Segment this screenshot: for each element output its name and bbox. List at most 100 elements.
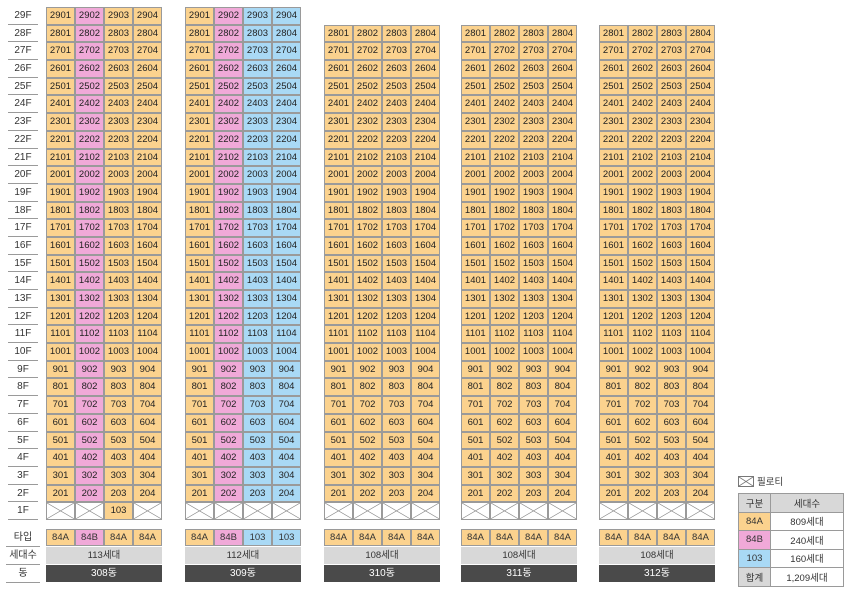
unit-cell: 1203 [382, 307, 411, 326]
unit-cell: 1604 [686, 236, 715, 255]
unit-cell: 2802 [353, 24, 382, 43]
unit-cell: 1704 [686, 219, 715, 237]
unit-cell: 2301 [324, 113, 353, 131]
legend-row: 84B 240세대 [738, 530, 845, 550]
unit-cell: 2302 [214, 113, 243, 131]
unit-cell: 404 [272, 449, 301, 467]
unit-cell: 2103 [104, 148, 133, 167]
unit-cell: 2802 [75, 24, 104, 43]
floor-label: 5F [8, 432, 38, 450]
unit-cell: 2802 [490, 24, 519, 43]
unit-cell: 1304 [686, 290, 715, 308]
floor-label: 8F [8, 378, 38, 397]
floor-label: 28F [8, 25, 38, 43]
unit-cell: 2001 [185, 166, 214, 184]
unit-cell: 804 [272, 378, 301, 397]
piloti-cell [75, 502, 104, 520]
unit-cell: 2404 [411, 95, 440, 114]
unit-cell: 902 [628, 360, 657, 379]
unit-cell: 1903 [104, 183, 133, 202]
type-cell: 84A [382, 529, 411, 546]
unit-cell: 303 [243, 466, 272, 485]
unit-cell: 2703 [104, 42, 133, 61]
unit-cell: 404 [133, 449, 162, 467]
unit-cell: 1702 [214, 219, 243, 237]
piloti-cell [243, 502, 272, 520]
unit-cell: 902 [353, 360, 382, 379]
unit-cell: 701 [461, 396, 490, 414]
unit-cell: 1603 [104, 236, 133, 255]
unit-cell: 1303 [382, 290, 411, 308]
unit-cell: 2302 [75, 113, 104, 131]
unit-cell: 704 [133, 396, 162, 414]
unit-cell: 2803 [519, 24, 548, 43]
type-cell: 84A [46, 529, 75, 546]
unit-cell: 504 [548, 431, 577, 450]
unit-cell: 2904 [133, 7, 162, 25]
type-row: 84A 84A 84A 84A [461, 529, 577, 546]
unit-cell: 503 [104, 431, 133, 450]
unit-cell: 903 [657, 360, 686, 379]
floor-label: 1F [8, 502, 38, 520]
type-cell: 84A [411, 529, 440, 546]
unit-cell: 301 [324, 466, 353, 485]
unit-cell: 2201 [185, 130, 214, 149]
piloti-cell [599, 502, 628, 520]
unit-cell: 1503 [243, 254, 272, 273]
unit-cell: 701 [185, 396, 214, 414]
unit-cell: 303 [382, 466, 411, 485]
unit-cell: 1703 [519, 219, 548, 237]
unit-cell: 2404 [272, 95, 301, 114]
unit-cell: 1602 [628, 236, 657, 255]
unit-cell: 1604 [411, 236, 440, 255]
unit-cell: 2504 [686, 77, 715, 96]
unit-cell: 2504 [411, 77, 440, 96]
unit-cell: 2503 [519, 77, 548, 96]
unit-cell: 1001 [46, 343, 75, 361]
unit-cell: 404 [686, 449, 715, 467]
building-name: 309동 [185, 565, 301, 582]
unit-cell: 903 [519, 360, 548, 379]
unit-cell: 402 [214, 449, 243, 467]
unit-cell: 2604 [411, 60, 440, 78]
unit-cell: 2002 [353, 166, 382, 184]
building-name: 310동 [324, 565, 440, 582]
floor-label: 26F [8, 60, 38, 78]
unit-cell: 1904 [686, 183, 715, 202]
unit-cell: 2602 [214, 60, 243, 78]
unit-cell: 1801 [46, 201, 75, 220]
empty-cell [490, 7, 519, 25]
unit-cell: 1603 [382, 236, 411, 255]
legend-count: 240세대 [769, 530, 845, 550]
unit-cell: 1302 [353, 290, 382, 308]
piloti-icon [738, 475, 754, 487]
unit-cell: 2703 [657, 42, 686, 61]
type-cell: 84A [324, 529, 353, 546]
unit-cell: 403 [243, 449, 272, 467]
unit-cell: 1204 [686, 307, 715, 326]
unit-cell: 2304 [548, 113, 577, 131]
unit-cell: 1501 [185, 254, 214, 273]
floor-label: 16F [8, 237, 38, 255]
unit-cell: 1203 [104, 307, 133, 326]
unit-cell: 2801 [599, 24, 628, 43]
unit-cell: 2402 [490, 95, 519, 114]
unit-cell: 803 [382, 378, 411, 397]
unit-cell: 2701 [599, 42, 628, 61]
unit-cell: 2101 [324, 148, 353, 167]
unit-cell: 2801 [461, 24, 490, 43]
building-name: 312동 [599, 565, 715, 582]
unit-cell: 2704 [272, 42, 301, 61]
unit-cell: 2004 [411, 166, 440, 184]
legend-row: 84A 809세대 [738, 511, 845, 531]
unit-cell: 2902 [75, 7, 104, 25]
unit-cell: 1304 [272, 290, 301, 308]
unit-cell: 2004 [133, 166, 162, 184]
building-2-unit-grid: 2801 2802 2803 2804 2701 2702 2703 2704 2601 2602… [324, 7, 440, 520]
unit-cell: 1603 [519, 236, 548, 255]
unit-cell: 1004 [548, 343, 577, 361]
unit-cell: 304 [133, 466, 162, 485]
unit-cell: 401 [185, 449, 214, 467]
unit-cell: 603 [657, 413, 686, 432]
unit-cell: 201 [599, 484, 628, 503]
